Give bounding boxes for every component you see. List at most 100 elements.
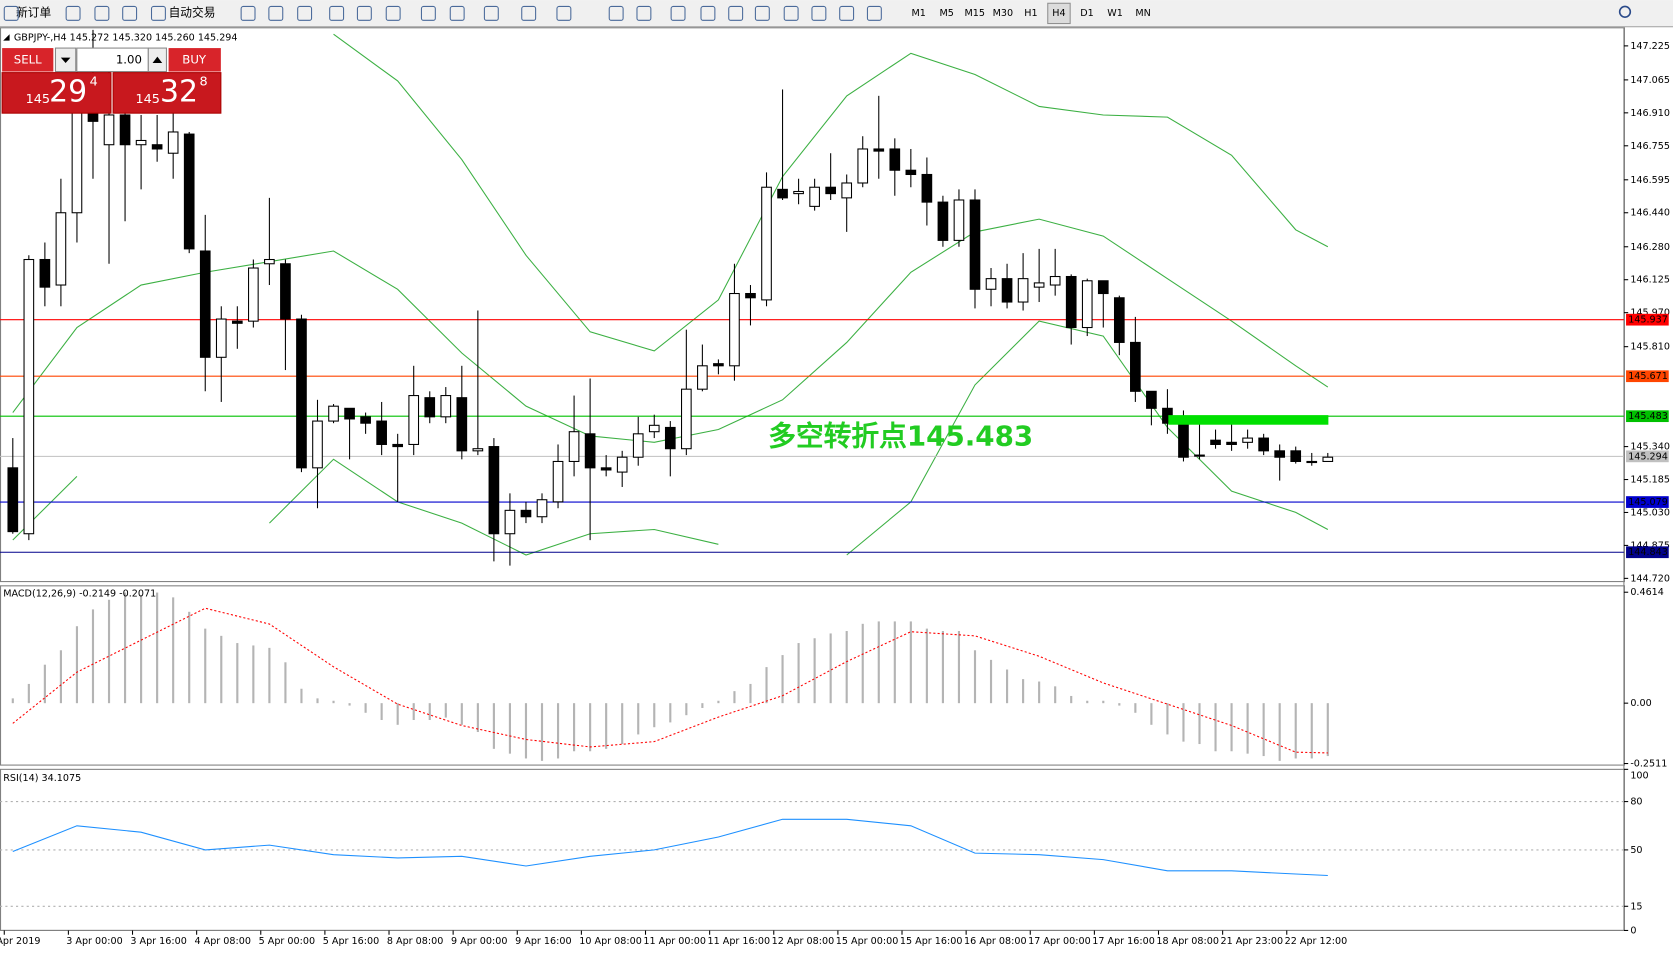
candle-body: [1290, 450, 1302, 462]
buy-price-box[interactable]: [112, 72, 222, 114]
candle-body: [1226, 441, 1237, 445]
rsi-header: RSI(14) 34.1075: [3, 773, 81, 784]
lots-value[interactable]: 1.00: [116, 52, 142, 66]
timeframe-button[interactable]: M1: [911, 8, 925, 19]
timeframe-button[interactable]: H4: [1052, 8, 1065, 19]
timeframe-button[interactable]: MN: [1135, 8, 1150, 19]
macd-bar: [556, 703, 560, 759]
y-tick-label: 147.225: [1630, 41, 1670, 52]
sell-price-box[interactable]: [1, 72, 112, 114]
macd-bar: [508, 703, 512, 754]
y-tick-label: 145.340: [1630, 442, 1670, 453]
sell-label[interactable]: SELL: [14, 52, 42, 66]
macd-bar: [492, 703, 495, 749]
y-tick-label: 146.910: [1630, 108, 1670, 119]
time-label: 11 Apr 00:00: [643, 936, 706, 947]
macd-bar: [653, 703, 656, 728]
candle-body: [841, 182, 853, 199]
timeframe-button[interactable]: M15: [965, 8, 986, 19]
macd-bar: [59, 650, 62, 704]
y-tick-label: 147.065: [1630, 75, 1670, 86]
macd-bar: [1326, 703, 1329, 757]
candle-body: [1146, 390, 1157, 409]
macd-bar: [140, 594, 143, 704]
candle-body: [215, 318, 227, 358]
candle-body: [857, 148, 869, 184]
y-tick-label: 146.595: [1630, 175, 1670, 186]
buy-label[interactable]: BUY: [182, 52, 207, 66]
candle-body: [616, 456, 628, 473]
candle-body: [632, 433, 644, 458]
candle-body: [296, 318, 307, 469]
candle-body: [985, 278, 997, 290]
toolbar-icon: [556, 5, 572, 21]
level-label: 145.671: [1628, 371, 1668, 382]
level-label: 145.079: [1628, 497, 1668, 508]
timeframe-button[interactable]: H1: [1024, 8, 1037, 19]
toolbar-icon: [811, 5, 827, 21]
buy-price-big: 145: [136, 92, 160, 107]
candle-body: [568, 431, 580, 462]
timeframe-button[interactable]: M5: [940, 8, 954, 19]
macd-bar: [1005, 669, 1009, 704]
timeframe-button[interactable]: D1: [1080, 8, 1094, 19]
macd-bar: [573, 703, 576, 752]
timeframe-button[interactable]: W1: [1107, 8, 1123, 19]
candle-body: [440, 395, 452, 418]
time-label: 21 Apr 23:00: [1221, 936, 1284, 947]
candle-body: [344, 407, 355, 420]
toolbar-icon: [150, 5, 166, 21]
buy-button[interactable]: [168, 48, 221, 72]
macd-bar: [43, 664, 46, 704]
macd-bar: [669, 703, 672, 723]
candle-body: [1033, 282, 1045, 288]
timeframe-button[interactable]: M30: [993, 8, 1014, 19]
auto-trading-button[interactable]: 自动交易: [169, 5, 216, 19]
y-tick-label: 145.185: [1630, 475, 1670, 486]
candle-body: [889, 148, 901, 171]
level-label: 145.937: [1628, 315, 1668, 326]
candle-body: [520, 509, 532, 518]
macd-bar: [1086, 700, 1089, 704]
y-tick-label: 50: [1630, 845, 1642, 856]
macd-header: MACD(12,26,9) -0.2149 -0.2071: [3, 588, 156, 599]
candle-body: [1258, 437, 1269, 452]
candle-body: [1049, 275, 1061, 286]
time-label: 3 Apr 00:00: [66, 936, 122, 947]
sell-button[interactable]: [2, 48, 54, 72]
toolbar-icon: [65, 5, 81, 21]
time-label: 17 Apr 16:00: [1092, 936, 1155, 947]
macd-bar: [380, 703, 383, 720]
candle-body: [504, 509, 516, 535]
macd-bar: [717, 700, 720, 704]
macd-bar: [861, 623, 864, 704]
macd-bar: [1054, 686, 1057, 704]
toolbar-icon: [385, 5, 401, 21]
macd-bar: [348, 703, 351, 706]
macd-bar: [1182, 703, 1185, 742]
buy-price-pip: 8: [200, 75, 208, 90]
macd-bar: [605, 703, 608, 749]
macd-bar: [91, 609, 95, 704]
toolbar-icon: [122, 5, 138, 21]
macd-bar: [364, 703, 367, 713]
level-label: 144.843: [1628, 547, 1668, 558]
y-tick-label: 146.440: [1630, 208, 1670, 219]
macd-bar: [268, 647, 271, 704]
candle-body: [408, 395, 420, 445]
macd-signal: [12, 607, 1328, 754]
new-order-button[interactable]: 新订单: [16, 5, 51, 19]
macd-bar: [284, 662, 287, 704]
candle-body: [697, 365, 708, 390]
candle-body: [793, 190, 804, 195]
candle-body: [761, 186, 772, 301]
candle-body: [167, 131, 179, 154]
pivot-zone: [1168, 415, 1329, 425]
y-tick-label: 144.720: [1630, 573, 1670, 584]
macd-bar: [1246, 703, 1249, 754]
active-timeframe: [1047, 2, 1071, 25]
y-tick-label: 145.970: [1630, 308, 1670, 319]
candle-body: [151, 144, 163, 150]
time-label: 5 Apr 00:00: [259, 936, 315, 947]
